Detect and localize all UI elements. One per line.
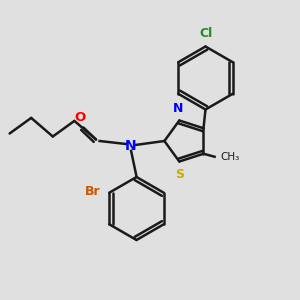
Text: N: N <box>172 102 183 115</box>
Text: Cl: Cl <box>199 27 212 40</box>
Text: CH₃: CH₃ <box>220 152 239 162</box>
Text: O: O <box>74 111 85 124</box>
Text: Br: Br <box>85 185 101 198</box>
Text: N: N <box>125 139 136 152</box>
Text: S: S <box>175 168 184 181</box>
